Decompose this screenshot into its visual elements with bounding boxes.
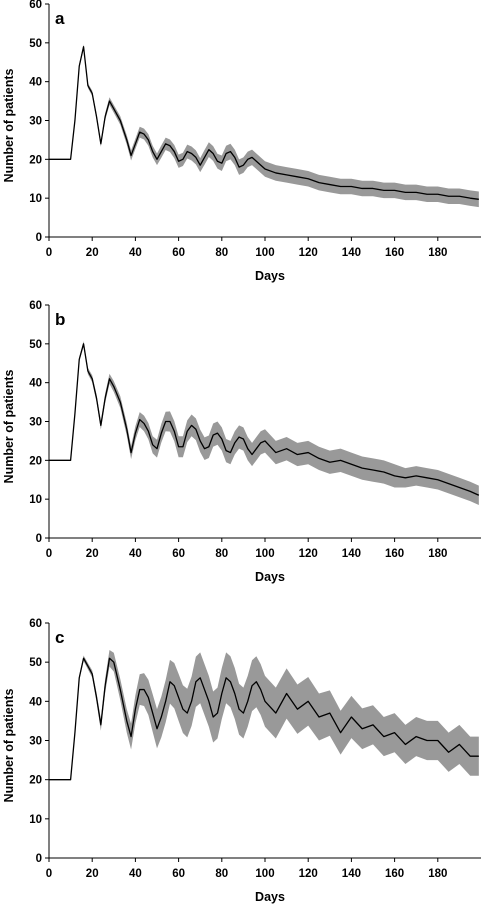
x-tick-label: 20 <box>86 548 99 560</box>
x-tick-label: 0 <box>46 548 52 560</box>
x-tick-label: 80 <box>215 868 228 880</box>
x-tick-label: 20 <box>86 247 99 259</box>
x-tick-label: 60 <box>172 247 185 259</box>
mean-line-0 <box>49 657 479 781</box>
chart-panel-c: 0 10 20 30 40 50 60 0 20 40 60 80 100 120 140 160 180 Day… <box>2 618 481 904</box>
panel-label: b <box>55 310 65 329</box>
x-tick-label: 0 <box>46 247 52 259</box>
x-tick-label: 100 <box>255 247 274 259</box>
y-tick-label: 30 <box>29 417 42 429</box>
y-tick-label: 0 <box>36 853 42 865</box>
mean-line-0 <box>49 343 480 496</box>
x-axis-label: Days <box>255 570 285 584</box>
y-tick-label: 20 <box>29 775 42 787</box>
y-tick-label: 20 <box>29 154 42 166</box>
y-tick-label: 50 <box>29 339 42 351</box>
x-tick-label: 20 <box>86 868 99 880</box>
chart-panel-a: 0 10 20 30 40 50 60 0 20 40 60 80 100 120 140 160 180 Day… <box>2 0 481 283</box>
confidence-band-0 <box>49 341 479 505</box>
confidence-band-0 <box>49 650 479 780</box>
y-tick-label: 60 <box>29 618 42 630</box>
x-tick-label: 100 <box>255 868 274 880</box>
y-tick-label: 10 <box>29 814 42 826</box>
x-tick-label: 180 <box>428 548 447 560</box>
x-tick-label: 180 <box>428 868 447 880</box>
y-tick-label: 10 <box>29 193 42 205</box>
x-tick-label: 120 <box>299 247 318 259</box>
y-axis-label: Number of patients <box>2 370 16 484</box>
panel-label: a <box>55 9 65 28</box>
x-tick-label: 120 <box>299 868 318 880</box>
x-tick-label: 140 <box>342 868 361 880</box>
x-tick-label: 40 <box>129 868 142 880</box>
y-tick-label: 50 <box>29 657 42 669</box>
x-tick-label: 140 <box>342 548 361 560</box>
x-tick-label: 160 <box>385 548 404 560</box>
x-tick-label: 0 <box>46 868 52 880</box>
y-tick-label: 50 <box>29 38 42 50</box>
y-tick-label: 30 <box>29 116 42 128</box>
x-tick-label: 80 <box>215 548 228 560</box>
y-tick-label: 60 <box>29 300 42 312</box>
y-tick-label: 30 <box>29 736 42 748</box>
x-tick-label: 140 <box>342 247 361 259</box>
x-tick-label: 180 <box>428 247 447 259</box>
y-tick-label: 40 <box>29 77 42 89</box>
y-tick-label: 40 <box>29 696 42 708</box>
x-tick-label: 40 <box>129 548 142 560</box>
y-tick-label: 60 <box>29 0 42 11</box>
x-axis-label: Days <box>255 890 285 904</box>
y-axis-label: Number of patients <box>2 689 16 803</box>
x-tick-label: 80 <box>215 247 228 259</box>
x-tick-label: 120 <box>299 548 318 560</box>
chart-panel-b: 0 10 20 30 40 50 60 0 20 40 60 80 100 120 140 160 180 Day… <box>2 300 481 584</box>
y-tick-label: 40 <box>29 378 42 390</box>
y-tick-label: 0 <box>36 232 42 244</box>
x-axis-label: Days <box>255 269 285 283</box>
x-tick-label: 60 <box>172 868 185 880</box>
x-tick-label: 160 <box>385 868 404 880</box>
x-tick-label: 160 <box>385 247 404 259</box>
x-tick-label: 100 <box>255 548 274 560</box>
panel-label: c <box>55 628 64 647</box>
y-tick-label: 10 <box>29 494 42 506</box>
y-tick-label: 0 <box>36 533 42 545</box>
mean-line-0 <box>49 46 479 200</box>
x-tick-label: 60 <box>172 548 185 560</box>
y-tick-label: 20 <box>29 455 42 467</box>
x-tick-label: 40 <box>129 247 142 259</box>
confidence-band-0 <box>49 44 479 208</box>
y-axis-label: Number of patients <box>2 69 16 183</box>
